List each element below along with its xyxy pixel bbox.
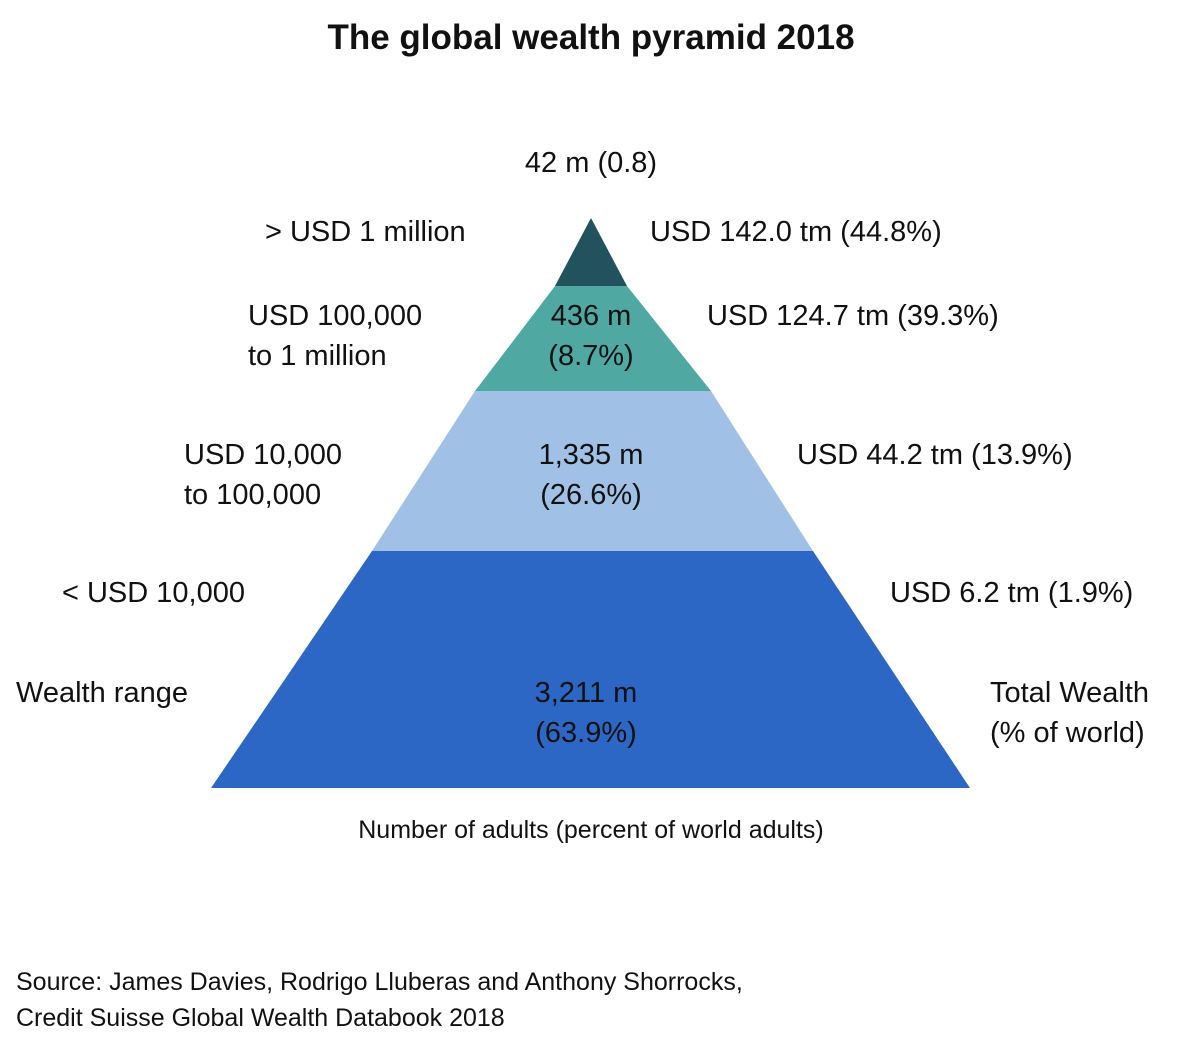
total-wealth-100k-1m: USD 124.7 tm (39.3%): [707, 300, 999, 332]
pyramid-tier-under-10k: [211, 551, 970, 788]
pyramid-tier-100k-1m: [475, 286, 711, 391]
adults-percent: (26.6%): [540, 479, 642, 511]
top-tier-adults-label: 42 m (0.8): [524, 147, 658, 179]
axis-label: Number of adults (percent of world adult…: [358, 816, 824, 844]
total-wealth-header-line: Total Wealth: [990, 677, 1150, 709]
pyramid-tier-10k-100k: [372, 391, 813, 551]
wealth-range-100k-1m: USD 100,000 to 1 million: [248, 296, 422, 376]
adults-count: 436 m: [550, 300, 632, 332]
wealth-range-millionaires: > USD 1 million: [265, 216, 466, 248]
total-wealth-10k-100k: USD 44.2 tm (13.9%): [797, 439, 1073, 471]
adults-100k-1m: 436 m (8.7%): [548, 296, 633, 376]
chart-title: The global wealth pyramid 2018: [327, 18, 855, 57]
wealth-range-10k-100k: USD 10,000 to 100,000: [184, 435, 342, 515]
wealth-range-line: USD 10,000: [184, 439, 342, 471]
wealth-range-line: to 1 million: [248, 340, 387, 372]
source-line: Source: James Davies, Rodrigo Lluberas a…: [16, 968, 743, 996]
pyramid-tier-millionaires: [555, 218, 627, 286]
adults-percent: (63.9%): [535, 717, 637, 749]
adults-count: 1,335 m: [538, 439, 644, 471]
adults-count: 3,211 m: [534, 677, 638, 709]
wealth-range-line: to 100,000: [184, 479, 322, 511]
wealth-range-header: Wealth range: [16, 677, 188, 709]
adults-percent: (8.7%): [548, 340, 634, 372]
adults-under-10k: 3,211 m (63.9%): [535, 673, 638, 753]
source-note: Source: James Davies, Rodrigo Lluberas a…: [16, 964, 743, 1036]
wealth-range-line: USD 100,000: [248, 300, 423, 332]
adults-10k-100k: 1,335 m (26.6%): [539, 435, 644, 515]
total-wealth-millionaires: USD 142.0 tm (44.8%): [650, 216, 942, 248]
total-wealth-header-line: (% of world): [990, 717, 1145, 749]
total-wealth-under-10k: USD 6.2 tm (1.9%): [890, 577, 1134, 609]
total-wealth-header: Total Wealth (% of world): [990, 673, 1149, 753]
wealth-range-under-10k: < USD 10,000: [62, 577, 245, 609]
source-line: Credit Suisse Global Wealth Databook 201…: [16, 1004, 505, 1032]
